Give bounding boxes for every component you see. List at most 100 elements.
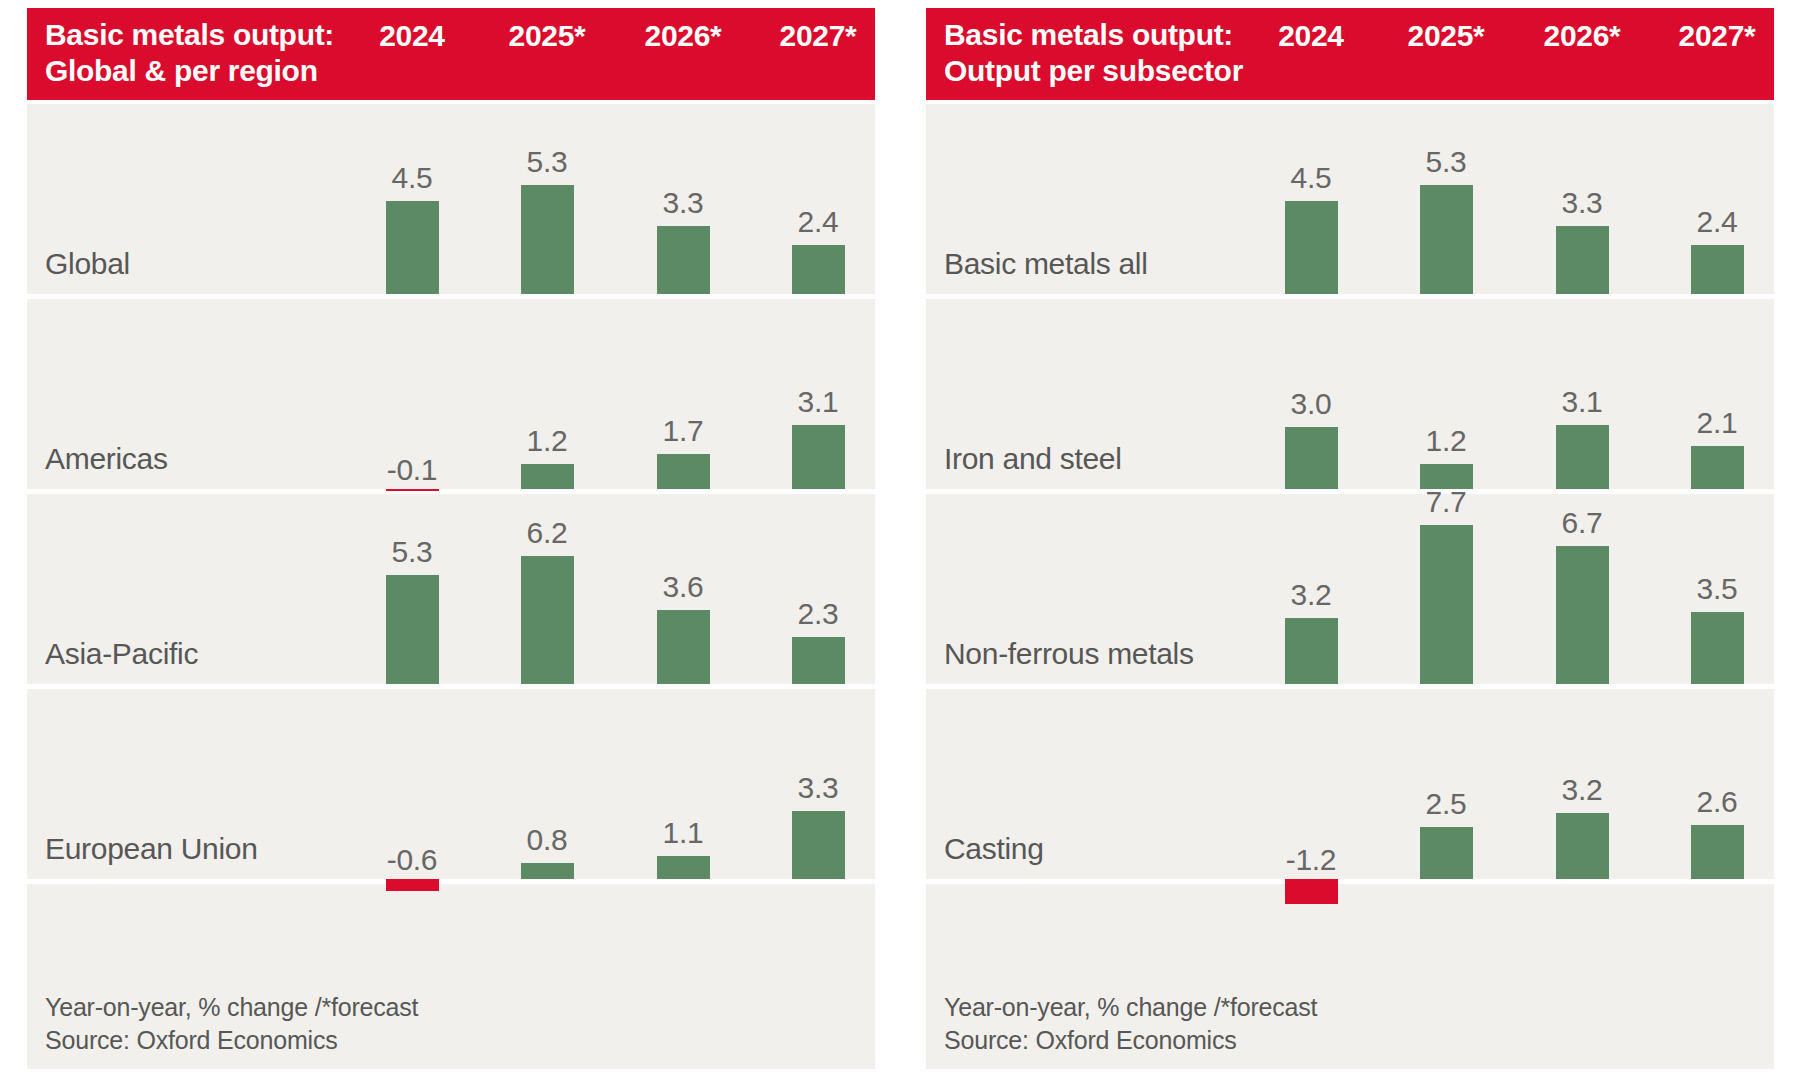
bar-value-label: 3.3: [748, 773, 888, 803]
bar-value-label: 2.3: [748, 599, 888, 629]
bar-positive: [1285, 618, 1338, 684]
year-column-label: 2026*: [1512, 19, 1652, 53]
bar-positive: [386, 575, 439, 684]
chart-footer: Year-on-year, % change /*forecast Source…: [926, 884, 1774, 1069]
chart-footer: Year-on-year, % change /*forecast Source…: [27, 884, 875, 1069]
bar-value-label: 2.4: [1647, 207, 1787, 237]
panel-output-per-subsector: Basic metals output: Output per subsecto…: [926, 8, 1774, 1069]
bar-positive: [1691, 825, 1744, 879]
bar-value-label: 3.5: [1647, 574, 1787, 604]
bar-value-label: -0.1: [342, 455, 482, 485]
bar-positive: [1691, 446, 1744, 489]
year-column-label: 2027*: [1647, 19, 1787, 53]
chart-title: Basic metals output: Global & per region: [45, 17, 334, 89]
source-note: Source: Oxford Economics: [944, 1024, 1317, 1057]
chart-row: Non-ferrous metals3.27.76.73.5: [926, 494, 1774, 684]
row-label: Iron and steel: [944, 442, 1122, 476]
bar-positive: [792, 811, 845, 879]
chart-row: Global4.55.33.32.4: [27, 104, 875, 294]
bar-positive: [1691, 612, 1744, 684]
bar-positive: [1691, 245, 1744, 294]
year-column-label: 2025*: [477, 19, 617, 53]
row-label: Americas: [45, 442, 168, 476]
bar-value-label: 2.4: [748, 207, 888, 237]
bar-value-label: 1.2: [477, 426, 617, 456]
bar-value-label: 3.2: [1512, 775, 1652, 805]
bar-positive: [521, 185, 574, 294]
bar-value-label: 3.6: [613, 572, 753, 602]
bar-value-label: 3.1: [1512, 387, 1652, 417]
bar-value-label: -0.6: [342, 845, 482, 875]
bar-positive: [1556, 226, 1609, 294]
bar-negative: [386, 879, 439, 891]
chart-row: Americas-0.11.21.73.1: [27, 299, 875, 489]
chart-title-line2: Global & per region: [45, 53, 334, 89]
footnote: Year-on-year, % change /*forecast: [45, 991, 418, 1024]
chart-rows: Basic metals all4.55.33.32.4Iron and ste…: [926, 104, 1774, 879]
chart-title: Basic metals output: Output per subsecto…: [944, 17, 1243, 89]
bar-positive: [521, 464, 574, 489]
bar-positive: [792, 245, 845, 294]
bar-positive: [1420, 827, 1473, 879]
chart-title-line1: Basic metals output:: [944, 17, 1243, 53]
chart-row: Casting-1.22.53.22.6: [926, 689, 1774, 879]
infographic-page: Basic metals output: Global & per region…: [0, 0, 1800, 1080]
bar-positive: [657, 856, 710, 879]
chart-row: Asia-Pacific5.36.23.62.3: [27, 494, 875, 684]
bar-value-label: 0.8: [477, 825, 617, 855]
bar-positive: [1285, 427, 1338, 489]
bar-value-label: 3.0: [1241, 389, 1381, 419]
bar-positive: [1285, 201, 1338, 294]
bar-value-label: 4.5: [342, 163, 482, 193]
bar-value-label: 1.7: [613, 416, 753, 446]
chart-title-line1: Basic metals output:: [45, 17, 334, 53]
panel-global-per-region: Basic metals output: Global & per region…: [27, 8, 875, 1069]
footnote: Year-on-year, % change /*forecast: [944, 991, 1317, 1024]
chart-title-line2: Output per subsector: [944, 53, 1243, 89]
bar-value-label: 1.2: [1376, 426, 1516, 456]
source-note: Source: Oxford Economics: [45, 1024, 418, 1057]
row-label: Basic metals all: [944, 247, 1148, 281]
bar-positive: [386, 201, 439, 294]
bar-value-label: -1.2: [1241, 845, 1381, 875]
bar-value-label: 2.5: [1376, 789, 1516, 819]
bar-value-label: 3.1: [748, 387, 888, 417]
bar-value-label: 2.1: [1647, 408, 1787, 438]
year-column-label: 2027*: [748, 19, 888, 53]
bar-positive: [792, 637, 845, 684]
bar-value-label: 3.3: [613, 188, 753, 218]
bar-value-label: 6.7: [1512, 508, 1652, 538]
row-label: European Union: [45, 832, 258, 866]
footer-text: Year-on-year, % change /*forecast Source…: [45, 991, 418, 1057]
bar-positive: [657, 226, 710, 294]
bar-positive: [521, 556, 574, 684]
chart-header: Basic metals output: Global & per region…: [27, 8, 875, 100]
bar-value-label: 7.7: [1376, 487, 1516, 517]
bar-value-label: 3.2: [1241, 580, 1381, 610]
bar-positive: [657, 454, 710, 489]
bar-positive: [1556, 813, 1609, 879]
row-label: Non-ferrous metals: [944, 637, 1194, 671]
bar-positive: [792, 425, 845, 489]
bar-negative: [1285, 879, 1338, 904]
chart-row: Basic metals all4.55.33.32.4: [926, 104, 1774, 294]
row-label: Global: [45, 247, 130, 281]
bar-value-label: 1.1: [613, 818, 753, 848]
chart-rows: Global4.55.33.32.4Americas-0.11.21.73.1A…: [27, 104, 875, 879]
bar-value-label: 4.5: [1241, 163, 1381, 193]
bar-positive: [521, 863, 574, 879]
bar-value-label: 3.3: [1512, 188, 1652, 218]
bar-positive: [1420, 525, 1473, 684]
year-column-label: 2024: [1241, 19, 1381, 53]
bar-value-label: 2.6: [1647, 787, 1787, 817]
bar-positive: [657, 610, 710, 684]
footer-text: Year-on-year, % change /*forecast Source…: [944, 991, 1317, 1057]
bar-positive: [1556, 546, 1609, 684]
bar-value-label: 5.3: [477, 147, 617, 177]
chart-header: Basic metals output: Output per subsecto…: [926, 8, 1774, 100]
bar-value-label: 6.2: [477, 518, 617, 548]
row-label: Asia-Pacific: [45, 637, 198, 671]
bar-positive: [1420, 185, 1473, 294]
bar-negative: [386, 489, 439, 491]
bar-positive: [1556, 425, 1609, 489]
